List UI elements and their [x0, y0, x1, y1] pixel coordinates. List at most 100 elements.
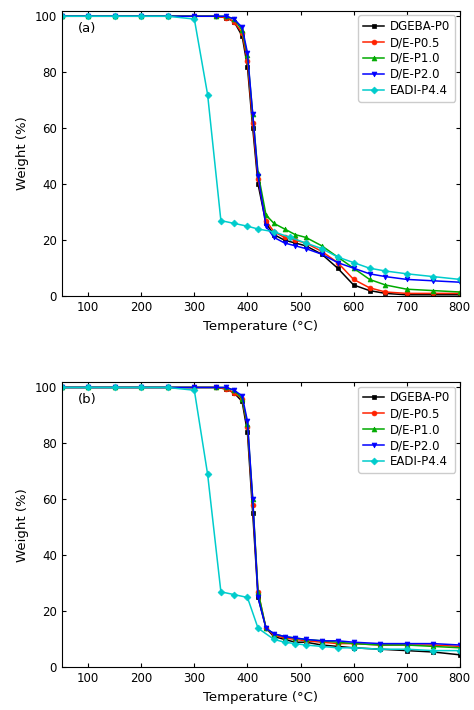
DGEBA-P0	[223, 385, 229, 393]
D/E-P1.0	[457, 288, 463, 296]
DGEBA-P0	[351, 643, 356, 652]
DGEBA-P0	[112, 12, 118, 21]
DGEBA-P0	[245, 62, 250, 71]
D/E-P0.5	[191, 383, 197, 392]
D/E-P1.0	[377, 640, 383, 649]
D/E-P2.0	[112, 12, 118, 21]
D/E-P2.0	[271, 630, 277, 638]
D/E-P1.0	[292, 634, 298, 643]
D/E-P1.0	[457, 643, 463, 652]
D/E-P0.5	[351, 275, 356, 284]
D/E-P1.0	[213, 12, 219, 21]
DGEBA-P0	[335, 264, 340, 273]
D/E-P0.5	[191, 12, 197, 21]
D/E-P2.0	[138, 12, 144, 21]
DGEBA-P0	[335, 642, 340, 650]
EADI-P4.4	[245, 593, 250, 601]
D/E-P2.0	[377, 639, 383, 648]
D/E-P1.0	[165, 383, 171, 392]
DGEBA-P0	[271, 230, 277, 239]
DGEBA-P0	[138, 383, 144, 392]
D/E-P1.0	[250, 110, 255, 119]
D/E-P2.0	[239, 23, 245, 32]
D/E-P2.0	[255, 172, 261, 180]
D/E-P0.5	[271, 631, 277, 640]
DGEBA-P0	[377, 645, 383, 653]
D/E-P1.0	[250, 495, 255, 503]
EADI-P4.4	[292, 639, 298, 648]
EADI-P4.4	[287, 233, 293, 241]
EADI-P4.4	[404, 270, 410, 278]
D/E-P2.0	[250, 110, 255, 119]
D/E-P0.5	[239, 394, 245, 403]
D/E-P0.5	[303, 239, 309, 247]
D/E-P0.5	[335, 639, 340, 648]
DGEBA-P0	[239, 31, 245, 40]
EADI-P4.4	[383, 267, 388, 275]
D/E-P1.0	[430, 642, 436, 650]
DGEBA-P0	[271, 633, 277, 641]
DGEBA-P0	[303, 241, 309, 250]
EADI-P4.4	[191, 15, 197, 23]
Line: D/E-P2.0: D/E-P2.0	[59, 13, 462, 285]
EADI-P4.4	[112, 383, 118, 392]
DGEBA-P0	[223, 13, 229, 22]
D/E-P1.0	[303, 233, 309, 241]
Line: D/E-P0.5: D/E-P0.5	[59, 13, 462, 296]
D/E-P0.5	[377, 640, 383, 649]
EADI-P4.4	[231, 219, 237, 228]
D/E-P2.0	[245, 48, 250, 57]
EADI-P4.4	[457, 275, 463, 284]
D/E-P0.5	[335, 258, 340, 267]
DGEBA-P0	[282, 635, 287, 644]
Line: EADI-P4.4: EADI-P4.4	[59, 13, 462, 282]
D/E-P1.0	[59, 383, 64, 392]
EADI-P4.4	[218, 588, 224, 596]
D/E-P1.0	[404, 285, 410, 293]
D/E-P0.5	[255, 175, 261, 183]
Legend: DGEBA-P0, D/E-P0.5, D/E-P1.0, D/E-P2.0, EADI-P4.4: DGEBA-P0, D/E-P0.5, D/E-P1.0, D/E-P2.0, …	[358, 386, 455, 473]
D/E-P2.0	[282, 633, 287, 641]
D/E-P0.5	[245, 422, 250, 431]
D/E-P2.0	[59, 12, 64, 21]
DGEBA-P0	[319, 250, 325, 258]
D/E-P0.5	[250, 119, 255, 127]
EADI-P4.4	[85, 383, 91, 392]
X-axis label: Temperature (°C): Temperature (°C)	[203, 320, 318, 332]
D/E-P2.0	[383, 273, 388, 281]
DGEBA-P0	[255, 593, 261, 601]
Line: D/E-P0.5: D/E-P0.5	[59, 385, 462, 649]
D/E-P1.0	[245, 51, 250, 60]
D/E-P2.0	[292, 241, 298, 250]
EADI-P4.4	[351, 258, 356, 267]
Y-axis label: Weight (%): Weight (%)	[16, 488, 29, 562]
Line: D/E-P1.0: D/E-P1.0	[59, 385, 462, 650]
D/E-P2.0	[457, 640, 463, 649]
D/E-P0.5	[239, 29, 245, 38]
D/E-P2.0	[292, 634, 298, 643]
D/E-P0.5	[250, 501, 255, 509]
EADI-P4.4	[319, 642, 325, 650]
D/E-P0.5	[165, 12, 171, 21]
D/E-P2.0	[223, 12, 229, 21]
D/E-P1.0	[231, 386, 237, 395]
DGEBA-P0	[165, 12, 171, 21]
D/E-P1.0	[239, 394, 245, 403]
DGEBA-P0	[255, 180, 261, 188]
D/E-P0.5	[263, 624, 269, 633]
D/E-P2.0	[271, 233, 277, 241]
D/E-P0.5	[319, 638, 325, 647]
D/E-P2.0	[112, 383, 118, 392]
D/E-P2.0	[263, 222, 269, 231]
D/E-P1.0	[282, 633, 287, 641]
D/E-P1.0	[383, 280, 388, 289]
EADI-P4.4	[85, 12, 91, 21]
D/E-P0.5	[112, 12, 118, 21]
X-axis label: Temperature (°C): Temperature (°C)	[203, 691, 318, 704]
EADI-P4.4	[59, 12, 64, 21]
EADI-P4.4	[205, 90, 210, 99]
EADI-P4.4	[335, 253, 340, 261]
D/E-P2.0	[430, 276, 436, 285]
D/E-P0.5	[457, 642, 463, 650]
D/E-P0.5	[223, 385, 229, 393]
